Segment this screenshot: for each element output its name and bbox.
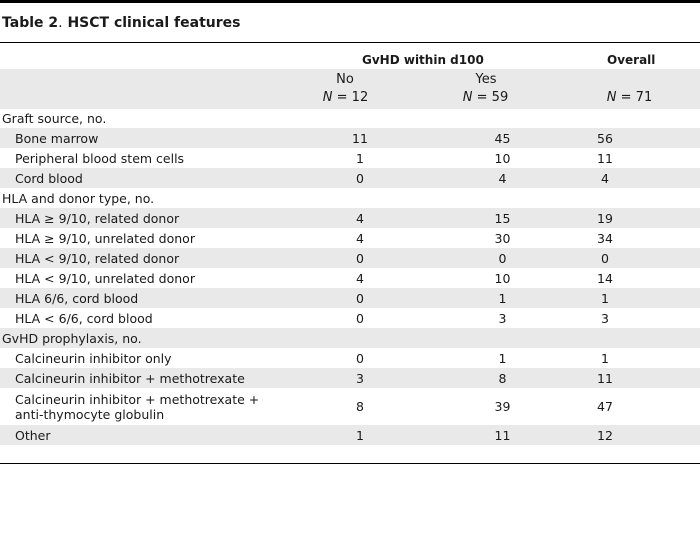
cell-overall: 4 (570, 168, 700, 188)
col-no-n: N = 12 (322, 90, 369, 105)
cell-gvhd-yes (435, 188, 570, 208)
row-label: Calcineurin inhibitor only (15, 350, 172, 366)
row-label: HLA ≥ 9/10, unrelated donor (15, 230, 195, 246)
cell-overall: 3 (601, 310, 609, 326)
cell-gvhd-yes: 0 (435, 248, 570, 268)
table-row: HLA < 9/10, related donor 0 0 0 (0, 248, 700, 268)
gvhd-group-header: GvHD within d100 (362, 53, 484, 67)
table-number: Table 2 (2, 15, 59, 31)
section-row: HLA and donor type, no. (0, 188, 700, 208)
table-row: Bone marrow 11 45 56 (0, 128, 700, 148)
title-separator: . (58, 15, 63, 31)
row-label: HLA < 9/10, related donor (0, 248, 285, 268)
header-top-rule (0, 42, 700, 43)
table-row: Other 1 11 12 (0, 425, 700, 445)
row-label: GvHD prophylaxis, no. (0, 328, 285, 348)
cell-gvhd-yes: 4 (435, 168, 570, 188)
cell-overall: 56 (570, 128, 700, 148)
overall-header: Overall (607, 53, 656, 67)
cell-gvhd-no: 1 (356, 150, 364, 166)
cell-gvhd-yes: 8 (435, 368, 570, 388)
cell-gvhd-no: 0 (356, 310, 364, 326)
row-label: HLA < 6/6, cord blood (15, 310, 153, 326)
cell-gvhd-yes (435, 108, 570, 128)
table-row: HLA < 6/6, cord blood 0 3 3 (0, 308, 700, 328)
row-label: HLA 6/6, cord blood (0, 288, 285, 308)
cell-gvhd-yes: 11 (435, 425, 570, 445)
table-bottom-rule (0, 463, 700, 464)
table-row: HLA < 9/10, unrelated donor 4 10 14 (0, 268, 700, 288)
row-label: HLA ≥ 9/10, related donor (0, 208, 285, 228)
cell-gvhd-yes: 1 (498, 350, 507, 366)
table-row: Calcineurin inhibitor + methotrexate + an… (0, 388, 700, 425)
header-subband (0, 69, 700, 109)
cell-gvhd-no: 11 (285, 128, 435, 148)
cell-gvhd-no: 3 (285, 368, 435, 388)
cell-overall: 34 (597, 230, 613, 246)
cell-gvhd-no (285, 328, 435, 348)
cell-gvhd-no: 0 (285, 248, 435, 268)
row-label: Cord blood (0, 168, 285, 188)
section-row: GvHD prophylaxis, no. (0, 328, 700, 348)
cell-gvhd-yes (435, 328, 570, 348)
col-yes-n: N = 59 (462, 90, 509, 105)
table-row: Peripheral blood stem cells 1 10 11 (0, 148, 700, 168)
cell-overall: 11 (597, 150, 613, 166)
cell-overall (570, 108, 700, 128)
row-label: Calcineurin inhibitor + methotrexate + an… (15, 391, 260, 422)
cell-gvhd-no: 1 (285, 425, 435, 445)
row-label: Bone marrow (0, 128, 285, 148)
table-row: HLA ≥ 9/10, unrelated donor 4 30 34 (0, 228, 700, 248)
table-row: HLA 6/6, cord blood 0 1 1 (0, 288, 700, 308)
row-label: Other (0, 425, 285, 445)
section-row: Graft source, no. (0, 108, 700, 128)
col-no-name: No (336, 72, 354, 87)
table-caption: HSCT clinical features (62, 15, 241, 31)
cell-gvhd-no: 0 (356, 350, 364, 366)
cell-overall: 14 (597, 270, 613, 286)
top-border (0, 0, 700, 3)
clinical-features-table: Graft source, no. Bone marrow 11 45 56 Periph… (0, 108, 700, 445)
cell-overall (570, 188, 700, 208)
cell-overall: 19 (570, 208, 700, 228)
table-row: Calcineurin inhibitor + methotrexate 3 8 11 (0, 368, 700, 388)
cell-gvhd-no: 4 (356, 270, 364, 286)
cell-overall: 1 (601, 350, 609, 366)
cell-gvhd-yes: 30 (494, 230, 511, 246)
cell-gvhd-yes: 15 (435, 208, 570, 228)
cell-gvhd-yes: 39 (494, 399, 511, 414)
cell-overall: 0 (570, 248, 700, 268)
table-row: Calcineurin inhibitor only 0 1 1 (0, 348, 700, 368)
cell-gvhd-no (285, 188, 435, 208)
cell-gvhd-yes: 3 (498, 310, 507, 326)
cell-gvhd-no: 8 (356, 399, 364, 414)
table-row: HLA ≥ 9/10, related donor 4 15 19 (0, 208, 700, 228)
cell-gvhd-yes: 10 (494, 270, 511, 286)
cell-gvhd-no (285, 108, 435, 128)
table-row: Cord blood 0 4 4 (0, 168, 700, 188)
table-title: Table 2. HSCT clinical features (2, 15, 240, 31)
cell-overall: 12 (570, 425, 700, 445)
cell-overall (570, 328, 700, 348)
cell-gvhd-yes: 45 (435, 128, 570, 148)
cell-gvhd-no: 4 (356, 230, 364, 246)
cell-gvhd-yes: 10 (494, 150, 511, 166)
cell-gvhd-yes: 1 (435, 288, 570, 308)
row-label: Calcineurin inhibitor + methotrexate (0, 368, 285, 388)
row-label: HLA < 9/10, unrelated donor (15, 270, 195, 286)
cell-gvhd-no: 4 (285, 208, 435, 228)
row-label: Peripheral blood stem cells (15, 150, 185, 166)
row-label: HLA and donor type, no. (2, 190, 155, 206)
col-yes-name: Yes (475, 72, 497, 87)
cell-overall: 1 (570, 288, 700, 308)
row-label: Graft source, no. (2, 110, 107, 126)
col-overall-n: N = 71 (606, 90, 653, 105)
cell-gvhd-no: 0 (285, 288, 435, 308)
cell-overall: 11 (570, 368, 700, 388)
cell-overall: 47 (597, 399, 613, 414)
cell-gvhd-no: 0 (285, 168, 435, 188)
